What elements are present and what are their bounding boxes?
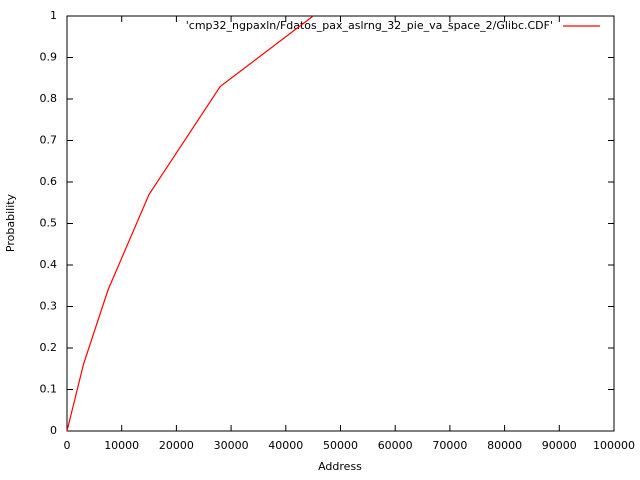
y-tick-label: 0.7 [40, 134, 58, 147]
x-tick-label: 30000 [214, 439, 249, 452]
y-tick-label: 0.6 [40, 175, 58, 188]
legend-label: 'cmp32_ngpaxln/Fdatos_pax_aslrng_32_pie_… [186, 19, 553, 32]
y-tick-label: 0.1 [40, 383, 58, 396]
x-tick-label: 0 [64, 439, 71, 452]
x-tick-label: 100000 [593, 439, 635, 452]
y-tick-label: 0.3 [40, 300, 58, 313]
y-tick-label: 0.2 [40, 341, 58, 354]
data-line [66, 15, 314, 432]
y-tick-label: 0.8 [40, 92, 58, 105]
y-tick-label: 0.4 [40, 258, 58, 271]
x-tick-label: 80000 [487, 439, 522, 452]
x-tick-label: 40000 [268, 439, 303, 452]
x-tick-label: 20000 [159, 439, 194, 452]
x-tick-label: 70000 [432, 439, 467, 452]
x-axis-label: Address [318, 460, 362, 473]
x-tick-label: 90000 [542, 439, 577, 452]
y-tick-label: 1 [50, 9, 57, 22]
x-tick-label: 60000 [378, 439, 413, 452]
y-tick-label: 0.9 [40, 51, 58, 64]
y-tick-label: 0 [50, 424, 57, 437]
x-tick-label: 50000 [323, 439, 358, 452]
y-tick-label: 0.5 [40, 217, 58, 230]
x-tick-label: 10000 [104, 439, 139, 452]
y-axis-label: Probability [4, 193, 17, 252]
